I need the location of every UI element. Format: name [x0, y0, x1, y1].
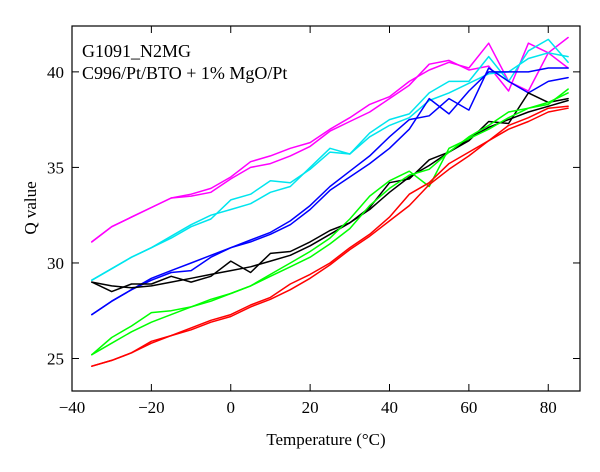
series-line-6	[91, 67, 569, 316]
y-tick-label: 25	[47, 350, 64, 369]
series-layer	[91, 36, 569, 367]
ticks-layer: −40 −20 0 20 40 60 80 25 30 35 40	[47, 26, 580, 417]
plot-frame	[71, 25, 581, 392]
annotation-device-stack: C996/Pt/BTO + 1% MgO/Pt	[82, 63, 287, 83]
series-line-3	[91, 38, 569, 281]
series-line-7	[91, 92, 569, 293]
x-tick-label: 40	[381, 398, 398, 417]
x-tick-label: 80	[540, 398, 557, 417]
annotation-sample-id: G1091_N2MG	[82, 41, 191, 61]
series-line-12	[91, 107, 569, 367]
series-line-2	[91, 36, 569, 243]
series-line-8	[91, 99, 569, 289]
y-axis-label: Q value	[21, 181, 40, 234]
series-line-5	[91, 67, 569, 316]
series-line-10	[91, 92, 569, 356]
x-tick-label: −40	[59, 398, 86, 417]
y-tick-label: 30	[47, 254, 64, 273]
series-line-9	[91, 88, 569, 356]
x-tick-label: 20	[302, 398, 319, 417]
x-tick-label: −20	[138, 398, 165, 417]
x-tick-label: 0	[227, 398, 236, 417]
y-tick-label: 40	[47, 63, 64, 82]
x-tick-label: 60	[460, 398, 477, 417]
x-axis-label: Temperature (°C)	[266, 430, 385, 449]
y-tick-label: 35	[47, 158, 64, 177]
series-line-4	[91, 52, 569, 281]
